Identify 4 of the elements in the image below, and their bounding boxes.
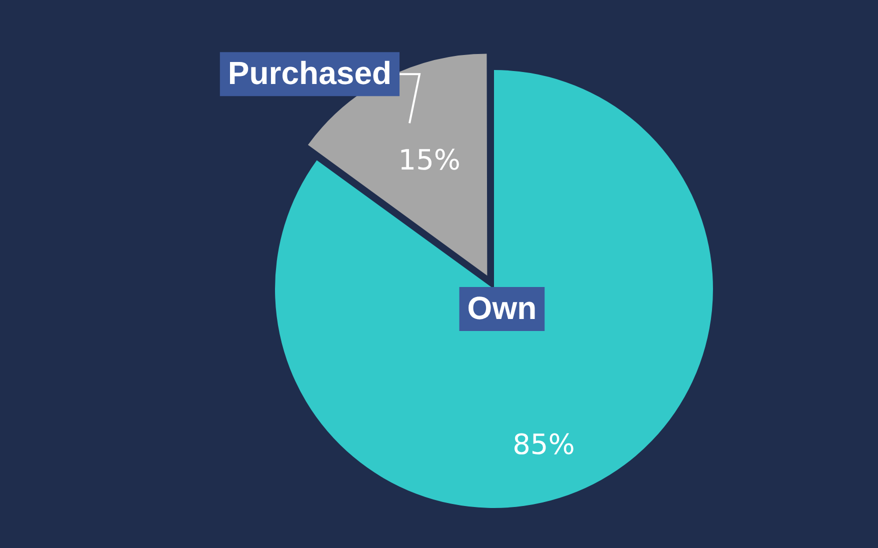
data-label: 15%	[398, 143, 460, 176]
slice-label: Own	[467, 290, 537, 326]
data-label: 85%	[512, 428, 575, 461]
slice-label: Purchased	[228, 54, 392, 91]
